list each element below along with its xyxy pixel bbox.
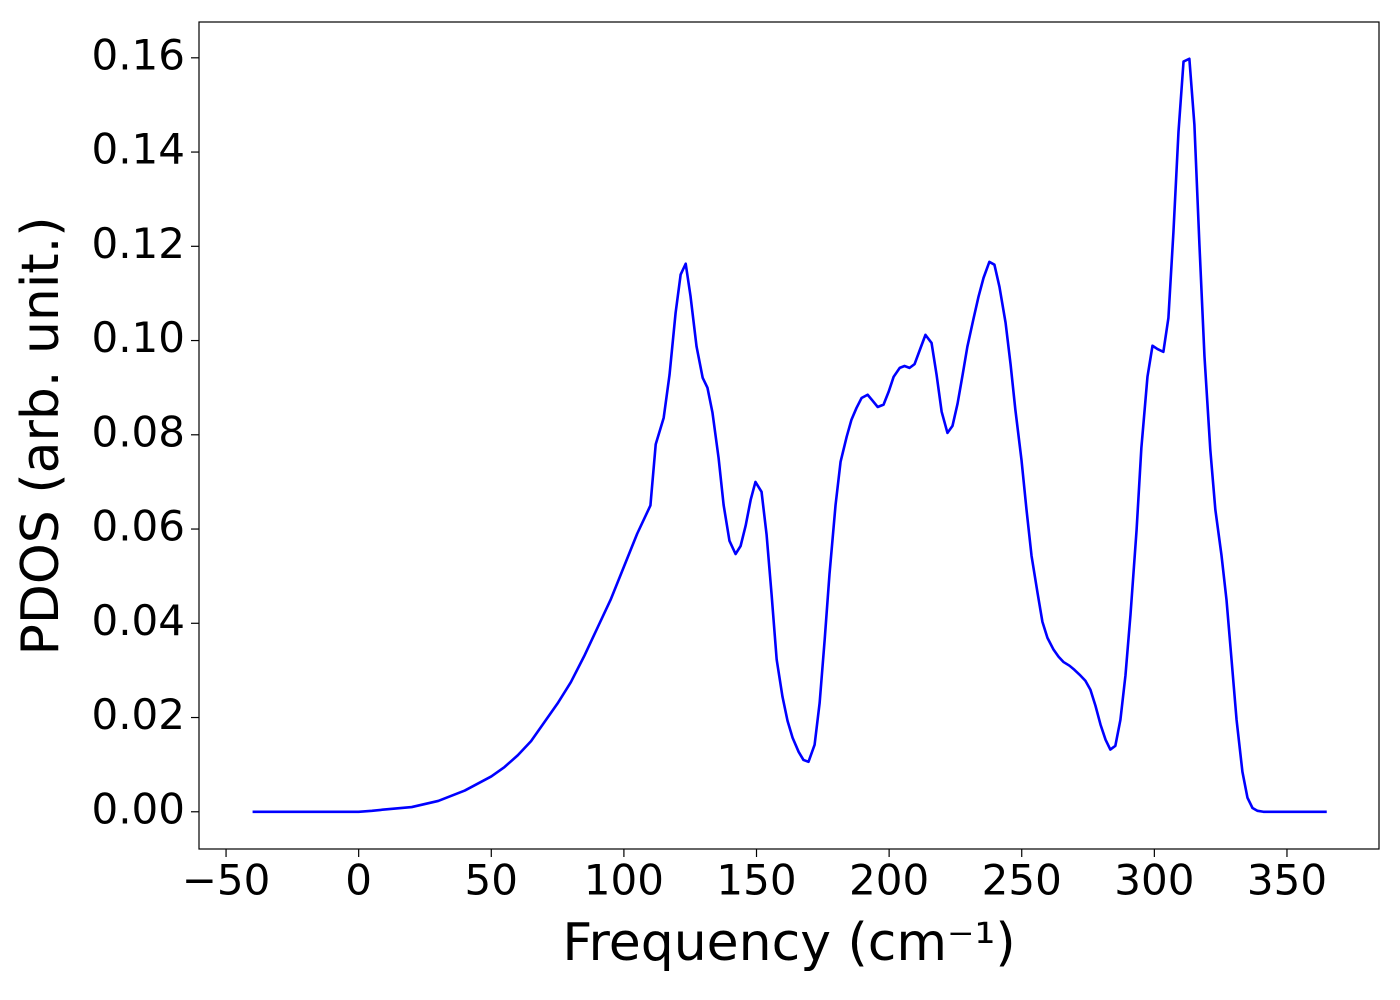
y-tick-label: 0.12 [91, 219, 185, 268]
x-tick-label: 250 [982, 856, 1062, 905]
y-tick-label: 0.00 [91, 784, 185, 833]
x-axis-label: Frequency (cm⁻¹) [562, 913, 1015, 973]
data-line [252, 57, 1327, 814]
y-tick-label: 0.04 [91, 596, 185, 645]
x-tick-label: 50 [465, 856, 518, 905]
y-tick-label: 0.08 [91, 407, 185, 456]
y-tick-label: 0.02 [91, 690, 185, 739]
x-tick-label: 350 [1247, 856, 1327, 905]
x-tick-label: −50 [182, 856, 271, 905]
y-tick-label: 0.16 [91, 30, 185, 79]
x-tick-label: 300 [1114, 856, 1194, 905]
x-tick-label: 100 [584, 856, 664, 905]
y-tick-label: 0.10 [91, 313, 185, 362]
x-tick-label: 150 [716, 856, 796, 905]
plot-frame [198, 21, 1380, 850]
y-tick-label: 0.14 [91, 125, 185, 174]
y-tick-label: 0.06 [91, 502, 185, 551]
x-tick-label: 0 [345, 856, 372, 905]
y-axis-label: PDOS (arb. unit.) [11, 216, 71, 655]
x-tick-label: 200 [849, 856, 929, 905]
